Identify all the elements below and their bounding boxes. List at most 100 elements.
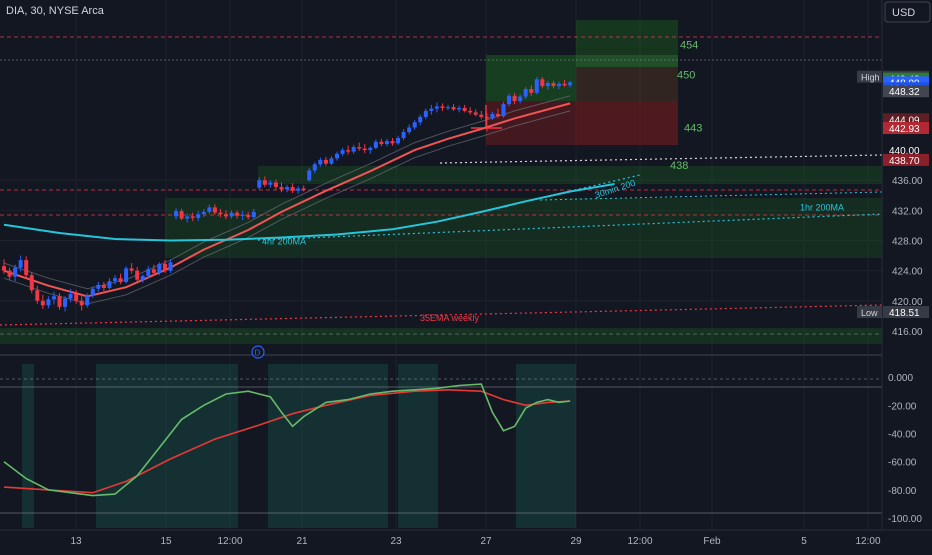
x-tick-1: 15 — [160, 536, 172, 547]
y-tick-5: 416.00 — [892, 327, 923, 338]
candle-32 — [179, 208, 184, 221]
candle-body-73 — [407, 127, 412, 133]
candle-body-79 — [440, 106, 445, 108]
candles — [2, 77, 573, 312]
candle-body-80 — [446, 107, 450, 109]
candle-65 — [362, 144, 367, 154]
candle-body-33 — [185, 216, 190, 219]
x-tick-6: 29 — [570, 536, 582, 547]
candle-body-6 — [35, 290, 40, 301]
y-tick-0: 436.00 — [892, 176, 923, 187]
osc-band-1 — [22, 364, 34, 528]
demand-zone-lower — [165, 198, 882, 258]
candle-body-88 — [490, 113, 495, 119]
dotted-trend-4hr — [257, 213, 883, 241]
candle-body-5 — [29, 275, 34, 291]
candle-body-93 — [518, 96, 523, 102]
candle-82 — [457, 105, 462, 113]
candle-0 — [2, 259, 6, 274]
candle-35 — [196, 211, 201, 221]
price-label-6: 442.93 — [883, 122, 929, 135]
price-label-7: 440.00 — [889, 146, 920, 157]
price-label-text-4: 448.32 — [889, 87, 920, 98]
candle-94 — [523, 86, 528, 99]
candle-body-37 — [207, 207, 212, 212]
currency-button-bg[interactable] — [884, 1, 931, 23]
candle-body-66 — [368, 147, 373, 151]
candle-77 — [429, 104, 434, 115]
candle-11 — [63, 296, 68, 312]
zones — [0, 20, 883, 344]
candle-86 — [479, 110, 484, 120]
event-marker[interactable]: D — [251, 345, 265, 359]
candle-91 — [507, 93, 512, 107]
candle-34 — [190, 212, 195, 221]
candle-67 — [373, 139, 378, 150]
candle-body-83 — [462, 107, 467, 111]
candle-body-63 — [351, 147, 356, 152]
candle-body-36 — [201, 211, 206, 215]
candle-body-90 — [501, 104, 506, 117]
candle-body-47 — [262, 180, 267, 185]
candle-body-44 — [246, 214, 251, 218]
candle-89 — [495, 108, 500, 118]
candle-8 — [46, 296, 51, 309]
candle-21 — [118, 273, 123, 285]
x-tick-9: 5 — [801, 536, 807, 547]
x-tick-2: 12:00 — [217, 536, 242, 547]
price-label-text-7: 440.00 — [889, 146, 920, 157]
candle-body-13 — [74, 294, 79, 301]
osc-tick-4: -80.00 — [888, 486, 917, 497]
annotation-3: 35EMA weekly — [420, 313, 480, 323]
candle-74 — [412, 119, 417, 130]
candle-93 — [518, 94, 523, 104]
candle-66 — [368, 146, 373, 154]
candle-6 — [35, 285, 40, 304]
candle-53 — [296, 186, 301, 194]
candle-70 — [390, 138, 395, 146]
candle-62 — [346, 145, 351, 155]
candle-body-46 — [257, 180, 262, 188]
candle-body-50 — [279, 187, 284, 190]
event-marker-circle[interactable] — [251, 345, 265, 359]
candle-52 — [290, 183, 295, 194]
candle-body-77 — [429, 108, 434, 111]
level-label-454: 454 — [680, 40, 698, 52]
price-tag-bg-0 — [857, 70, 882, 83]
candle-body-95 — [529, 89, 534, 93]
candle-body-74 — [412, 122, 417, 128]
x-tick-0: 13 — [70, 536, 82, 547]
currency-button-label[interactable]: USD — [892, 7, 915, 19]
price-label-text-8: 438.70 — [889, 156, 920, 167]
candle-1 — [7, 267, 12, 280]
dotted-ema-weekly — [0, 304, 883, 326]
candle-body-29 — [162, 263, 167, 271]
osc-band-2 — [96, 364, 238, 528]
dotted-trend-1hr — [539, 191, 883, 201]
candle-92 — [512, 92, 517, 105]
x-tick-10: 12:00 — [855, 536, 880, 547]
candle-90 — [501, 101, 506, 118]
price-labels: 449.74High449.48448.9929:21448.32444.094… — [857, 70, 929, 319]
candle-body-53 — [296, 188, 301, 191]
candle-body-96 — [534, 79, 539, 93]
candle-61 — [340, 147, 345, 157]
candle-80 — [446, 104, 450, 111]
target-box-profit — [576, 55, 678, 67]
candle-body-19 — [107, 281, 112, 288]
candle-body-27 — [151, 269, 156, 273]
target-box-upper — [576, 20, 678, 55]
dotted-trend-30min — [539, 174, 641, 199]
candle-44 — [246, 211, 251, 220]
candle-body-41 — [229, 212, 234, 217]
candle-15 — [85, 293, 90, 308]
candle-body-39 — [218, 212, 223, 215]
event-marker-label[interactable]: D — [255, 349, 261, 358]
price-tag-9: Low — [861, 308, 878, 318]
candle-body-42 — [235, 212, 240, 216]
currency-button[interactable]: USD — [884, 1, 931, 23]
candle-body-8 — [46, 299, 51, 306]
candle-88 — [490, 111, 495, 120]
demand-zone-weekly — [0, 328, 882, 344]
